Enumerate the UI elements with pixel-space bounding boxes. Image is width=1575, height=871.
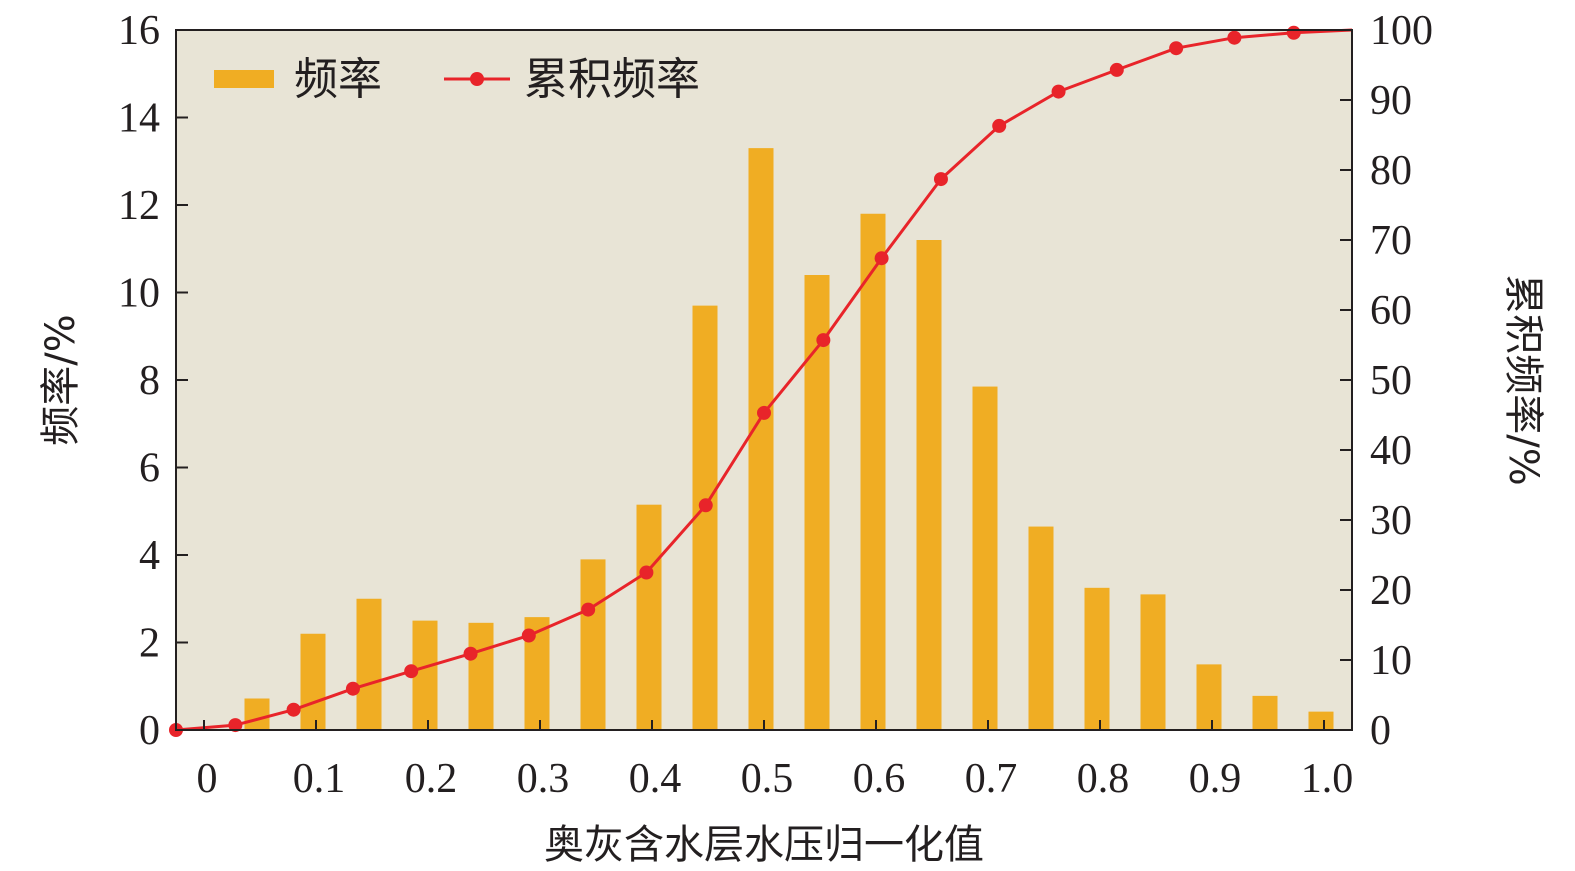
left-y-tick-label-5: 10 (118, 271, 160, 317)
bar-9 (748, 148, 774, 730)
cumulative-point-4 (404, 664, 419, 679)
legend-line-marker (470, 72, 484, 86)
bar-18 (1252, 695, 1278, 730)
x-tick-label-0: 0 (197, 756, 218, 802)
bar-16 (1140, 594, 1166, 730)
right-y-tick-label-10: 100 (1370, 8, 1433, 54)
cumulative-point-18 (1227, 30, 1242, 45)
right-y-tick-label-0: 0 (1370, 708, 1391, 754)
cumulative-point-1 (228, 718, 243, 733)
left-y-tick-label-0: 0 (139, 708, 160, 754)
x-tick-label-1: 0.1 (293, 756, 346, 802)
left-y-tick-label-4: 8 (139, 358, 160, 404)
bar-13 (972, 386, 998, 730)
left-y-tick-label-7: 14 (118, 96, 160, 142)
bar-1 (300, 633, 326, 730)
right-y-tick-label-3: 30 (1370, 498, 1412, 544)
cumulative-point-7 (581, 602, 596, 617)
right-y-tick-label-1: 10 (1370, 638, 1412, 684)
x-axis: 0 0.1 0.2 0.3 0.4 0.5 0.6 0.7 0.8 0.9 1.0 (197, 720, 1354, 802)
cumulative-point-8 (639, 565, 654, 580)
right-y-tick-label-8: 80 (1370, 148, 1412, 194)
cumulative-point-6 (521, 628, 536, 643)
bar-15 (1084, 587, 1110, 730)
bar-10 (804, 275, 830, 730)
right-y-tick-label-9: 90 (1370, 78, 1412, 124)
bar-11 (860, 213, 886, 730)
x-tick-label-8: 0.8 (1077, 756, 1130, 802)
x-tick-label-10: 1.0 (1301, 756, 1354, 802)
left-y-tick-label-8: 16 (118, 8, 160, 54)
left-y-tick-label-2: 4 (139, 533, 160, 579)
cumulative-point-11 (816, 333, 831, 348)
cumulative-point-10 (757, 405, 771, 420)
right-y-axis-title: 累积频率/% (1500, 274, 1546, 485)
cumulative-point-15 (1051, 84, 1066, 99)
bar-7 (636, 504, 662, 730)
cumulative-point-14 (992, 118, 1007, 133)
cumulative-point-2 (286, 702, 301, 717)
cumulative-point-5 (463, 646, 478, 661)
bar-12 (916, 240, 942, 730)
cumulative-point-9 (698, 498, 713, 513)
x-tick-label-7: 0.7 (965, 756, 1018, 802)
right-y-tick-label-7: 70 (1370, 218, 1412, 264)
cumulative-point-17 (1169, 41, 1184, 56)
bar-2 (356, 598, 382, 730)
left-y-axis-title: 频率/% (38, 314, 84, 445)
legend-bar-label: 频率 (294, 54, 382, 105)
legend-line-label: 累积频率 (524, 54, 700, 105)
bar-4 (468, 622, 494, 730)
cumulative-point-16 (1109, 62, 1124, 77)
x-tick-label-3: 0.3 (517, 756, 570, 802)
x-tick-label-6: 0.6 (853, 756, 906, 802)
right-y-tick-label-5: 50 (1370, 358, 1412, 404)
cumulative-point-13 (933, 172, 948, 187)
bar-6 (580, 559, 606, 730)
cumulative-point-12 (874, 251, 889, 266)
x-axis-title: 奥灰含水层水压归一化值 (544, 822, 984, 868)
cumulative-point-3 (345, 681, 360, 696)
left-y-tick-label-3: 6 (139, 446, 160, 492)
left-y-tick-label-6: 12 (118, 183, 160, 229)
x-tick-label-2: 0.2 (405, 756, 458, 802)
legend: 频率 累积频率 (214, 54, 700, 105)
x-tick-label-5: 0.5 (741, 756, 794, 802)
bar-17 (1196, 664, 1222, 730)
left-y-tick-label-1: 2 (139, 621, 160, 667)
left-y-axis: 0 2 4 6 8 10 12 14 16 (118, 8, 188, 754)
right-y-tick-label-2: 20 (1370, 568, 1412, 614)
x-tick-label-4: 0.4 (629, 756, 682, 802)
bar-19 (1308, 711, 1334, 730)
right-y-tick-label-6: 60 (1370, 288, 1412, 334)
x-tick-label-9: 0.9 (1189, 756, 1242, 802)
bar-14 (1028, 526, 1054, 730)
right-y-axis: 0 10 20 30 40 50 60 70 80 90 100 (1340, 8, 1433, 754)
cumulative-point-19 (1286, 25, 1301, 40)
legend-bar-swatch (214, 70, 274, 88)
bar-0 (244, 698, 270, 730)
right-y-tick-label-4: 40 (1370, 428, 1412, 474)
